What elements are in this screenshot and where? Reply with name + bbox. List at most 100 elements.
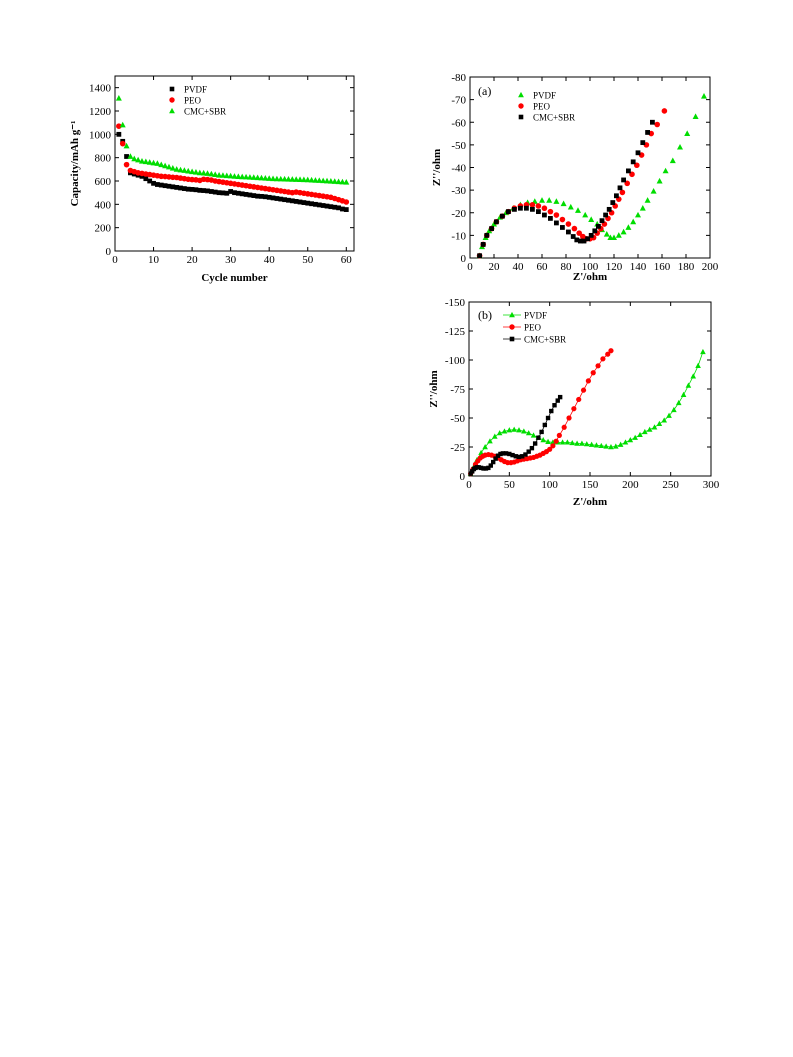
data-point: [158, 161, 165, 168]
data-point: [169, 97, 175, 103]
data-point: [588, 441, 595, 447]
data-point: [539, 429, 544, 435]
data-point: [492, 433, 498, 439]
y-tick-label: -125: [445, 326, 466, 338]
data-point: [560, 200, 567, 207]
data-point: [541, 205, 548, 212]
x-axis-title: Z'/ohm: [573, 271, 607, 283]
data-point: [645, 130, 650, 135]
y-tick-label: -30: [451, 185, 466, 197]
data-point: [603, 212, 608, 218]
data-point: [316, 177, 323, 183]
data-point: [266, 175, 273, 181]
data-point: [158, 182, 164, 188]
x-tick-label: 200: [622, 479, 639, 491]
data-point: [262, 194, 268, 200]
data-point: [511, 426, 517, 432]
y-tick-label: -70: [451, 95, 466, 107]
data-point: [282, 197, 288, 203]
y-tick-label: -50: [450, 413, 465, 425]
impedance-chart-a: 0 20 40 60 80 100 120 140 160 180 200 0 -10 -20 -30 -40…: [431, 72, 719, 283]
data-point: [327, 178, 334, 184]
data-point: [480, 242, 486, 247]
data-point: [503, 451, 509, 456]
data-point: [579, 440, 585, 446]
data-point: [216, 171, 223, 178]
data-point: [251, 193, 257, 198]
data-point: [555, 398, 560, 403]
data-point: [646, 426, 653, 432]
data-point: [509, 311, 515, 318]
data-point: [617, 441, 624, 447]
data-point: [220, 190, 226, 196]
data-point: [535, 203, 542, 209]
data-point: [552, 403, 557, 408]
data-point: [635, 211, 641, 218]
data-point: [507, 451, 512, 457]
data-point: [150, 159, 157, 166]
data-point: [518, 91, 524, 98]
data-point: [336, 205, 341, 211]
data-point: [166, 183, 172, 189]
data-point: [560, 225, 565, 230]
x-tick-label: 100: [582, 261, 599, 273]
data-point: [559, 216, 566, 223]
data-point: [255, 193, 261, 199]
data-point: [644, 197, 651, 203]
data-point: [545, 438, 551, 444]
data-point: [557, 394, 563, 400]
data-point: [181, 186, 187, 191]
data-point: [550, 443, 556, 449]
data-point: [281, 175, 288, 182]
series-pvdf: [116, 131, 349, 212]
data-point: [625, 224, 632, 230]
data-point: [583, 441, 590, 447]
y-tick-label: 400: [95, 199, 112, 211]
data-point: [192, 169, 199, 175]
data-point: [300, 176, 307, 183]
data-point: [518, 114, 524, 120]
data-point: [146, 159, 153, 165]
data-point: [332, 204, 338, 210]
data-point: [293, 176, 300, 182]
data-point: [621, 177, 626, 183]
data-point: [526, 449, 531, 454]
data-point: [131, 155, 138, 162]
data-point: [243, 173, 250, 180]
data-point: [571, 406, 577, 412]
data-point: [585, 378, 591, 384]
data-point: [493, 456, 498, 461]
series-peo: [116, 123, 350, 205]
y-tick-label: 600: [95, 176, 112, 188]
data-point: [588, 216, 595, 222]
x-tick-label: 80: [561, 261, 573, 273]
data-point: [542, 212, 547, 218]
data-point: [585, 236, 590, 242]
data-point: [553, 438, 559, 444]
data-point: [289, 198, 295, 204]
data-point: [227, 172, 234, 179]
data-point: [501, 428, 508, 434]
data-point: [510, 452, 515, 458]
data-point: [599, 218, 605, 224]
data-point: [482, 444, 488, 450]
data-point: [235, 173, 242, 179]
data-point: [671, 406, 677, 413]
data-point: [169, 164, 176, 171]
data-point: [561, 424, 567, 430]
plot-frame: [469, 76, 711, 259]
x-tick-label: 40: [264, 254, 276, 266]
y-tick-label: -80: [451, 72, 466, 84]
data-point: [468, 471, 473, 476]
data-point: [498, 451, 503, 457]
data-point: [223, 172, 230, 179]
data-point: [324, 177, 331, 184]
data-point: [169, 107, 175, 114]
data-point: [615, 232, 622, 238]
data-point: [340, 206, 345, 212]
data-point: [540, 437, 547, 443]
data-point: [201, 188, 207, 193]
data-point: [239, 191, 245, 197]
data-point: [495, 453, 501, 458]
